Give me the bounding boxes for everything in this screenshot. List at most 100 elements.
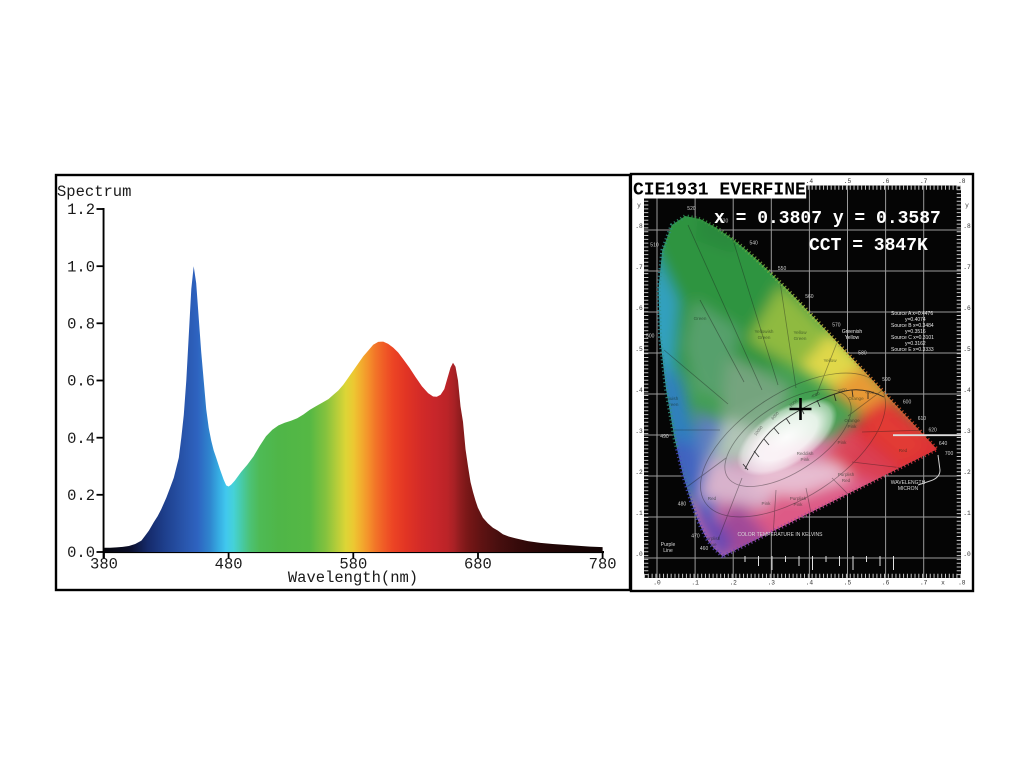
svg-text:Wavelength(nm): Wavelength(nm) [288,569,418,587]
svg-text:500: 500 [646,333,655,339]
svg-text:Green: Green [666,402,679,407]
svg-text:460: 460 [700,546,709,552]
svg-text:y=0.3162: y=0.3162 [905,341,926,347]
svg-text:3000: 3000 [837,387,847,393]
svg-text:0.4: 0.4 [67,430,95,448]
svg-text:.6: .6 [963,305,971,312]
svg-text:.4: .4 [806,580,814,587]
svg-text:.1: .1 [963,510,971,517]
svg-text:.3: .3 [963,428,971,435]
svg-text:Yellow: Yellow [823,358,837,363]
svg-text:.6: .6 [635,305,643,312]
svg-text:Green: Green [694,316,707,321]
svg-text:560: 560 [805,294,814,300]
svg-text:1.0: 1.0 [67,258,95,276]
svg-text:.7: .7 [963,264,971,271]
svg-text:Pink: Pink [762,501,772,506]
svg-text:.5: .5 [844,178,852,185]
svg-text:.8: .8 [963,223,971,230]
svg-text:Green: Green [758,335,771,340]
svg-text:Line: Line [663,548,673,554]
svg-text:.8: .8 [958,178,966,185]
svg-text:.0: .0 [653,580,661,587]
svg-text:Spectrum: Spectrum [57,183,131,201]
svg-text:.0: .0 [635,551,643,558]
svg-text:CIE1931 EVERFINE: CIE1931 EVERFINE [633,181,806,201]
svg-text:.2: .2 [963,469,971,476]
svg-text:Red: Red [899,448,908,453]
svg-text:Green: Green [794,336,807,341]
svg-text:x: x [941,580,945,587]
svg-text:Source B x=0.3484: Source B x=0.3484 [891,323,934,329]
svg-text:0.8: 0.8 [67,316,95,334]
svg-text:580: 580 [858,351,867,357]
svg-text:2000: 2000 [865,389,875,395]
svg-text:Yellowish: Yellowish [755,329,774,334]
svg-text:.3: .3 [635,428,643,435]
svg-text:Orange: Orange [844,418,860,423]
svg-text:Yellow: Yellow [845,335,860,341]
svg-text:Bluish: Bluish [666,396,679,401]
svg-text:.4: .4 [963,387,971,394]
svg-text:Greenish: Greenish [842,329,863,335]
svg-text:470: 470 [691,533,700,539]
svg-text:620: 620 [929,428,938,434]
svg-text:WAVELENGTH: WAVELENGTH [891,480,926,486]
svg-text:.5: .5 [963,346,971,353]
svg-text:540: 540 [750,241,759,247]
svg-text:380: 380 [90,556,118,574]
svg-text:510: 510 [650,242,659,248]
svg-text:.6: .6 [882,580,890,587]
svg-text:.4: .4 [806,178,814,185]
svg-text:680: 680 [464,556,492,574]
svg-text:0.2: 0.2 [67,487,95,505]
svg-text:Source A x=0.4476: Source A x=0.4476 [891,311,933,317]
svg-text:.5: .5 [635,346,643,353]
svg-text:Source E x=0.3333: Source E x=0.3333 [891,347,934,353]
svg-text:y=0.3516: y=0.3516 [905,329,926,335]
svg-text:530: 530 [720,219,729,225]
svg-text:0.0: 0.0 [67,544,95,562]
svg-text:590: 590 [882,377,891,383]
svg-text:570: 570 [832,323,841,329]
svg-text:.6: .6 [882,178,890,185]
svg-text:480: 480 [678,502,687,508]
svg-text:.8: .8 [958,580,966,587]
svg-text:MICRON: MICRON [898,486,919,492]
svg-text:520: 520 [687,206,696,212]
svg-text:.8: .8 [635,223,643,230]
svg-text:.7: .7 [920,178,928,185]
svg-text:5000: 5000 [788,398,799,408]
svg-text:CCT = 3847K: CCT = 3847K [809,236,928,256]
svg-text:490: 490 [660,434,669,440]
svg-text:6000: 6000 [770,410,780,421]
svg-text:.1: .1 [635,510,643,517]
svg-text:Pink: Pink [794,502,804,507]
svg-text:.1: .1 [691,580,699,587]
svg-text:y: y [965,202,969,209]
svg-text:Red: Red [842,478,851,483]
svg-text:580: 580 [339,556,367,574]
svg-text:.2: .2 [729,580,737,587]
svg-text:Purple: Purple [661,542,676,548]
svg-text:.2: .2 [635,469,643,476]
svg-text:Pink: Pink [848,424,858,429]
svg-text:Yellow: Yellow [793,330,807,335]
svg-text:700: 700 [945,451,954,457]
svg-text:Orange: Orange [848,396,864,401]
svg-text:10000: 10000 [753,424,764,436]
svg-text:610: 610 [918,416,927,422]
svg-text:.7: .7 [635,264,643,271]
svg-text:.7: .7 [920,580,928,587]
svg-text:.0: .0 [963,551,971,558]
svg-text:.3: .3 [768,580,776,587]
svg-text:600: 600 [903,399,912,405]
svg-text:Source C x=0.3101: Source C x=0.3101 [891,335,934,341]
svg-text:Purplish: Purplish [790,496,807,501]
svg-text:Pink: Pink [801,457,811,462]
svg-text:Purplish: Purplish [704,536,721,541]
svg-text:Red: Red [708,496,717,501]
svg-text:0.6: 0.6 [67,373,95,391]
svg-text:480: 480 [215,556,243,574]
svg-text:y=0.4074: y=0.4074 [905,317,926,323]
